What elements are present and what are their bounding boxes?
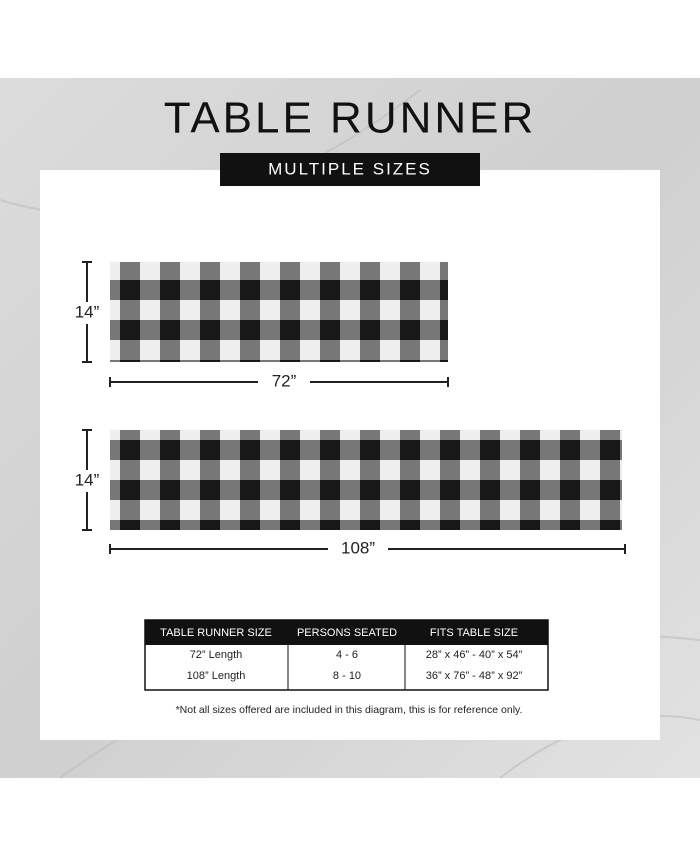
table-cell: 108” Length (187, 670, 246, 682)
table-header-cell: FITS TABLE SIZE (430, 627, 518, 639)
table-header-cell: PERSONS SEATED (297, 627, 397, 639)
title: TABLE RUNNER (164, 94, 537, 143)
length-label: 108” (341, 538, 375, 557)
table-cell: 4 - 6 (336, 649, 358, 661)
label-bg (72, 470, 102, 492)
table-cell: 72” Length (190, 649, 243, 661)
table-cell: 28” x 46” - 40” x 54” (426, 649, 523, 661)
table-border (144, 619, 549, 691)
table-cell: 36” x 76” - 48” x 92” (426, 670, 523, 682)
table-header-cell: TABLE RUNNER SIZE (160, 627, 272, 639)
subtitle: MULTIPLE SIZES (268, 159, 432, 178)
label-bg (258, 371, 310, 393)
label-bg (72, 302, 102, 324)
label-bg (328, 538, 388, 560)
width-label: 14” (75, 470, 100, 489)
footnote: *Not all sizes offered are included in t… (176, 704, 523, 716)
runner-108 (110, 430, 622, 530)
subtitle-banner (220, 153, 480, 186)
length-label: 72” (272, 371, 297, 390)
table-header (145, 620, 548, 645)
runner-72 (110, 262, 448, 362)
table-cell: 8 - 10 (333, 670, 361, 682)
width-label: 14” (75, 302, 100, 321)
